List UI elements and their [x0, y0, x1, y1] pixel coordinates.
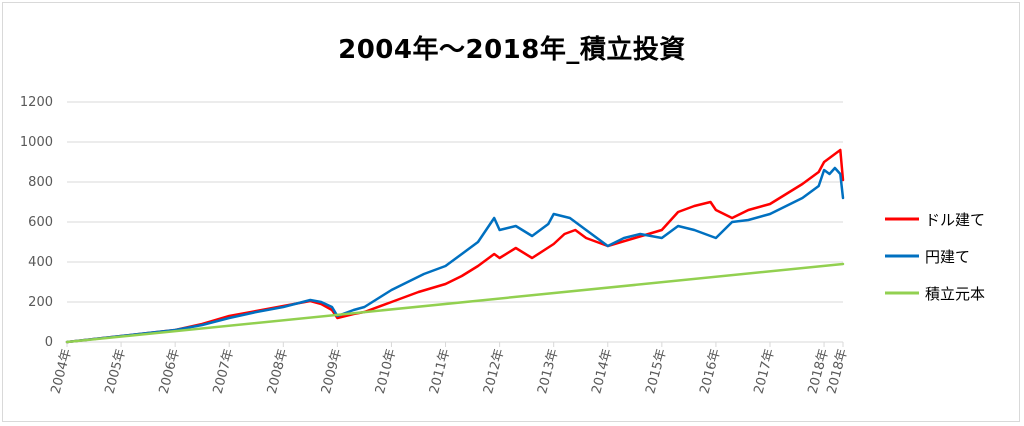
x-tick-label: 2015年 — [643, 347, 669, 395]
grid-layer — [67, 101, 843, 343]
x-tick-label: 2009年 — [319, 347, 345, 395]
legend-label-1: 円建て — [925, 248, 970, 266]
x-tick-label: 2006年 — [157, 347, 183, 395]
y-tick-label: 0 — [45, 335, 53, 350]
x-tick-label: 2014年 — [589, 347, 615, 395]
series-layer — [65, 148, 845, 344]
chart-title: 2004年～2018年_積立投資 — [338, 35, 686, 65]
x-tick-label: 2016年 — [697, 347, 723, 395]
y-tick-label: 800 — [28, 175, 53, 190]
legend-label-2: 積立元本 — [925, 285, 985, 303]
x-tick-label: 2004年 — [48, 347, 74, 395]
x-axis-ticks: 2004年 2005年 2006年 2007年 2008年 2009年 2010年 2011年… — [48, 342, 851, 396]
x-tick-label: 2012年 — [481, 347, 507, 395]
y-tick-label: 400 — [28, 255, 53, 270]
x-tick-label: 2005年 — [103, 347, 129, 395]
x-tick-label: 2013年 — [535, 347, 561, 395]
series-line-0 — [65, 148, 845, 344]
y-tick-label: 600 — [28, 215, 53, 230]
x-tick-label: 2007年 — [211, 347, 237, 395]
y-tick-label: 1000 — [20, 135, 53, 150]
legend-label-0: ドル建て — [925, 211, 985, 229]
y-axis-ticks: 0 200 400 600 800 1000 1200 — [20, 95, 53, 350]
x-tick-label: 2008年 — [265, 347, 291, 395]
x-tick-label: 2011年 — [427, 347, 453, 395]
series-line-2 — [65, 262, 845, 344]
y-tick-label: 1200 — [20, 95, 53, 110]
x-tick-label: 2017年 — [751, 347, 777, 395]
series-line-1 — [65, 166, 845, 344]
x-tick-label: 2010年 — [373, 347, 399, 395]
y-tick-label: 200 — [28, 295, 53, 310]
